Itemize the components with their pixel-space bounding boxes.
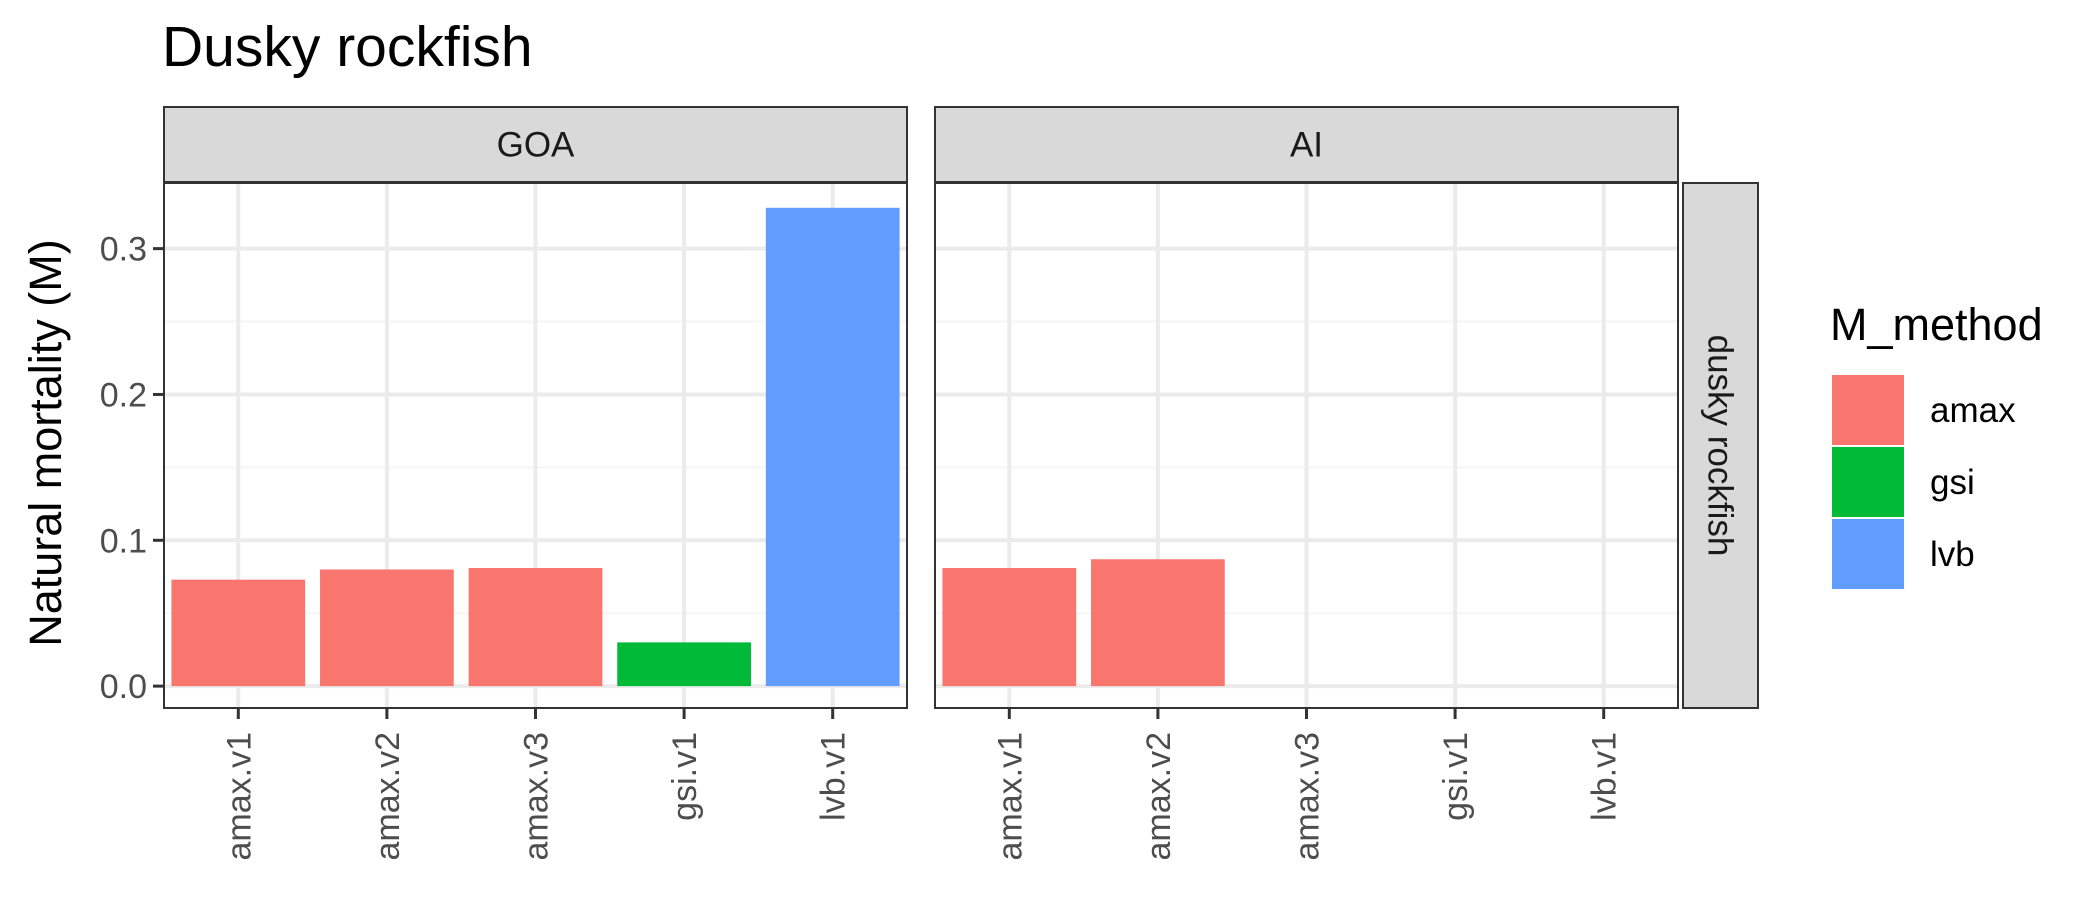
row-strip-background — [1682, 182, 1759, 709]
x-tick-label: amax.v1 — [220, 732, 258, 861]
bar-goa-amax.v1 — [171, 579, 306, 687]
x-tick-label: amax.v3 — [1289, 732, 1327, 861]
legend-key-lvb — [1832, 519, 1904, 589]
legend-key-gsi — [1832, 447, 1904, 517]
row-strip-label: dusky rockfish — [1701, 335, 1740, 557]
x-tick-label: amax.v3 — [518, 732, 556, 861]
x-tick-label: lvb.v1 — [1586, 732, 1624, 821]
y-tick-label: 0.1 — [100, 522, 147, 560]
facet-strip — [163, 106, 908, 183]
x-tick-label: amax.v1 — [991, 732, 1029, 861]
x-tick-label: gsi.v1 — [666, 732, 704, 821]
bar-goa-amax.v3 — [468, 568, 603, 687]
x-tick-label: lvb.v1 — [815, 732, 853, 821]
y-tick-label: 0.2 — [100, 376, 147, 414]
x-tick-label: gsi.v1 — [1437, 732, 1475, 821]
legend-label-gsi: gsi — [1930, 463, 1975, 502]
facet-strip-label: GOA — [497, 126, 575, 165]
y-axis-title: Natural mortality (M) — [20, 239, 71, 647]
legend: M_method amax gsi lvb — [1830, 299, 2043, 589]
x-tick-label: amax.v2 — [1140, 732, 1178, 861]
facet-panels: GOA amax.v1 amax.v2 amax.v3 gsi.v1 lvb.v1 0.0 0… — [100, 106, 1759, 861]
bar-goa-gsi.v1 — [617, 642, 751, 687]
bar-goa-lvb.v1 — [765, 207, 900, 687]
bar-ai-amax.v2 — [1091, 559, 1225, 687]
y-tick-label: 0.0 — [100, 668, 147, 706]
panel-ai: AI amax.v1 amax.v2 amax.v3 gsi.v1 lvb.v1 — [934, 106, 1679, 861]
legend-label-lvb: lvb — [1930, 535, 1975, 574]
bar-goa-amax.v2 — [320, 569, 454, 687]
facet-strip — [934, 106, 1679, 183]
y-tick-label: 0.3 — [100, 231, 147, 269]
legend-key-amax — [1832, 375, 1904, 445]
legend-label-amax: amax — [1930, 391, 2016, 430]
x-tick-label: amax.v2 — [369, 732, 407, 861]
facet-strip-label: AI — [1290, 126, 1323, 165]
bar-ai-amax.v1 — [942, 568, 1077, 687]
row-facet-strip: dusky rockfish — [1682, 182, 1759, 709]
legend-title: M_method — [1830, 299, 2043, 350]
panel-goa: GOA amax.v1 amax.v2 amax.v3 gsi.v1 lvb.v1 0.0 0… — [100, 106, 908, 861]
chart-title: Dusky rockfish — [162, 15, 533, 79]
